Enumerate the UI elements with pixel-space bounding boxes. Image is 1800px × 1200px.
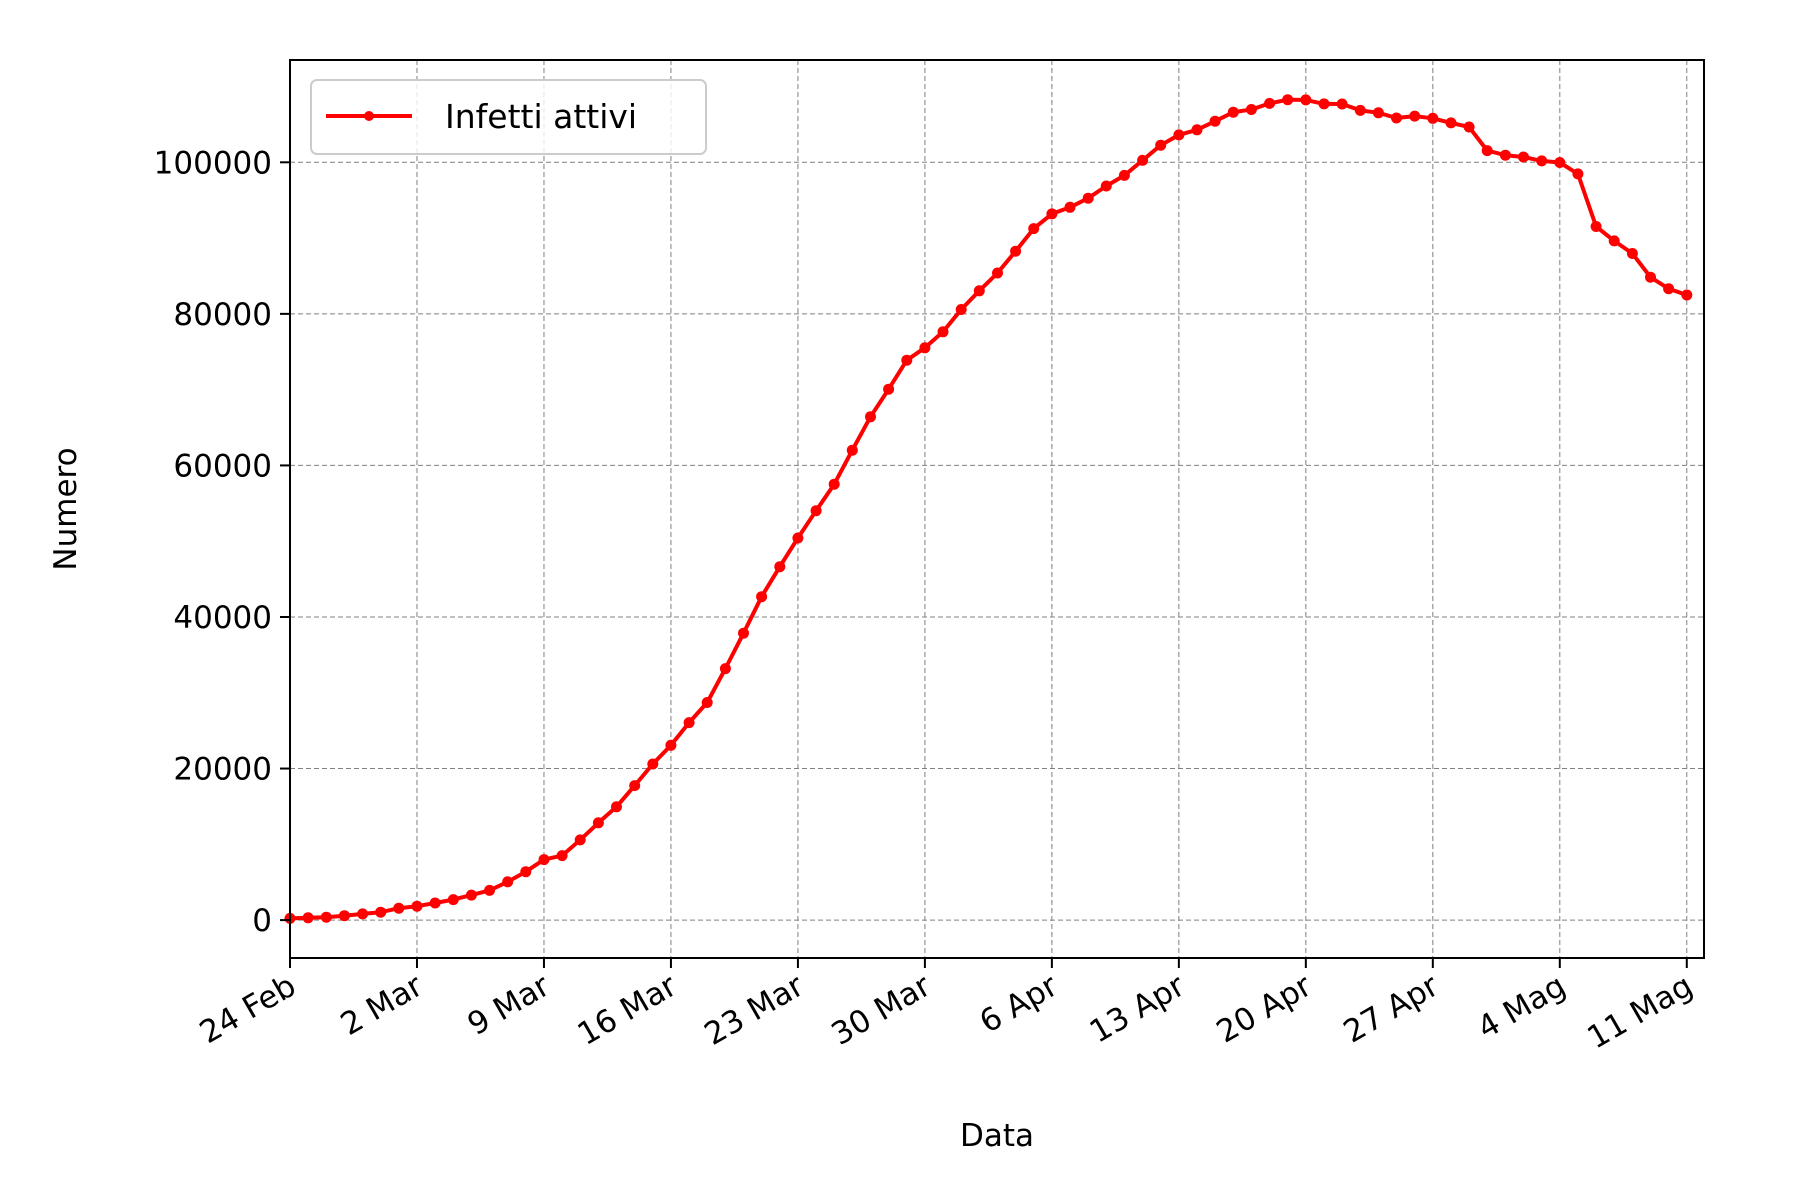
data-point: [357, 908, 369, 920]
data-point: [865, 411, 876, 423]
data-point: [1663, 283, 1675, 295]
legend-box: [310, 79, 707, 155]
data-point: [1572, 168, 1584, 180]
data-point: [701, 697, 713, 708]
data-point: [901, 354, 913, 366]
data-point: [1173, 129, 1185, 141]
y-tick-label: 0: [252, 903, 272, 939]
data-point: [919, 342, 931, 354]
data-point: [1227, 106, 1239, 118]
data-point: [556, 850, 568, 862]
data-point: [992, 267, 1003, 279]
legend-marker: [364, 111, 374, 121]
data-point: [1300, 94, 1312, 106]
data-point: [538, 854, 550, 866]
data-point: [629, 780, 641, 792]
data-point: [846, 444, 858, 456]
legend: Infetti attivi: [310, 79, 707, 155]
legend-label: Infetti attivi: [445, 97, 637, 136]
data-point: [955, 304, 967, 315]
data-point: [756, 591, 768, 603]
data-point: [1445, 117, 1457, 129]
data-point: [1282, 94, 1294, 106]
data-point: [320, 911, 332, 923]
data-point: [447, 894, 459, 906]
data-point: [828, 478, 840, 490]
grid: [289, 60, 1704, 958]
data-point: [1608, 235, 1620, 247]
data-point: [1137, 154, 1149, 166]
data-point: [1409, 110, 1421, 122]
data-point: [1626, 248, 1638, 259]
series-layer: [284, 94, 1693, 924]
data-point: [465, 889, 477, 901]
data-point: [1264, 97, 1276, 109]
data-point: [1028, 223, 1040, 235]
data-point: [1191, 124, 1203, 136]
data-point: [1155, 139, 1167, 151]
data-point: [1245, 104, 1257, 115]
data-point: [792, 532, 804, 544]
y-tick-label: 80000: [173, 297, 272, 333]
data-point: [484, 884, 495, 896]
y-tick-label: 100000: [154, 145, 272, 181]
data-point: [411, 900, 423, 912]
data-point: [1391, 112, 1402, 124]
data-point: [1046, 208, 1058, 220]
y-tick-label: 20000: [173, 752, 272, 788]
data-point: [719, 663, 731, 675]
y-tick-label: 40000: [173, 600, 272, 636]
data-point: [1427, 112, 1439, 124]
data-point: [1082, 192, 1094, 204]
data-point: [520, 866, 532, 878]
data-point: [393, 902, 405, 914]
data-point: [1100, 180, 1112, 192]
data-point: [883, 383, 895, 395]
data-point: [375, 906, 387, 918]
data-point: [1481, 145, 1493, 157]
data-point: [1372, 107, 1384, 119]
data-point: [1064, 201, 1076, 213]
data-point: [611, 801, 622, 813]
data-point: [647, 758, 659, 770]
data-point: [1209, 115, 1221, 127]
y-axis-ticks: 0 20000 40000 60000 80000 100000: [154, 145, 290, 939]
x-axis-label: Data: [960, 1118, 1034, 1154]
data-point: [810, 505, 822, 517]
y-tick-label: 60000: [173, 448, 272, 484]
data-point: [1645, 271, 1656, 283]
data-point: [1318, 98, 1330, 110]
data-point: [592, 817, 604, 829]
data-point: [1554, 157, 1566, 168]
data-point: [1590, 221, 1602, 232]
data-point: [665, 739, 677, 751]
data-point: [1118, 169, 1130, 181]
data-point: [1336, 98, 1348, 110]
plot-frame: [289, 59, 1705, 959]
data-point: [429, 897, 441, 909]
data-point: [1463, 121, 1475, 133]
data-point: [338, 910, 350, 922]
data-point: [738, 627, 749, 639]
data-point: [1518, 151, 1529, 163]
data-point: [1681, 289, 1693, 301]
data-point: [1010, 245, 1022, 257]
data-point: [574, 834, 586, 846]
data-point: [1536, 155, 1548, 167]
data-point: [937, 326, 949, 338]
data-point: [302, 912, 314, 924]
data-point: [1499, 149, 1511, 161]
data-point: [774, 561, 786, 573]
data-point: [1354, 104, 1366, 116]
y-axis-label: Numero: [48, 447, 84, 570]
data-point: [683, 717, 695, 729]
data-point: [973, 285, 985, 297]
data-point: [502, 876, 514, 888]
